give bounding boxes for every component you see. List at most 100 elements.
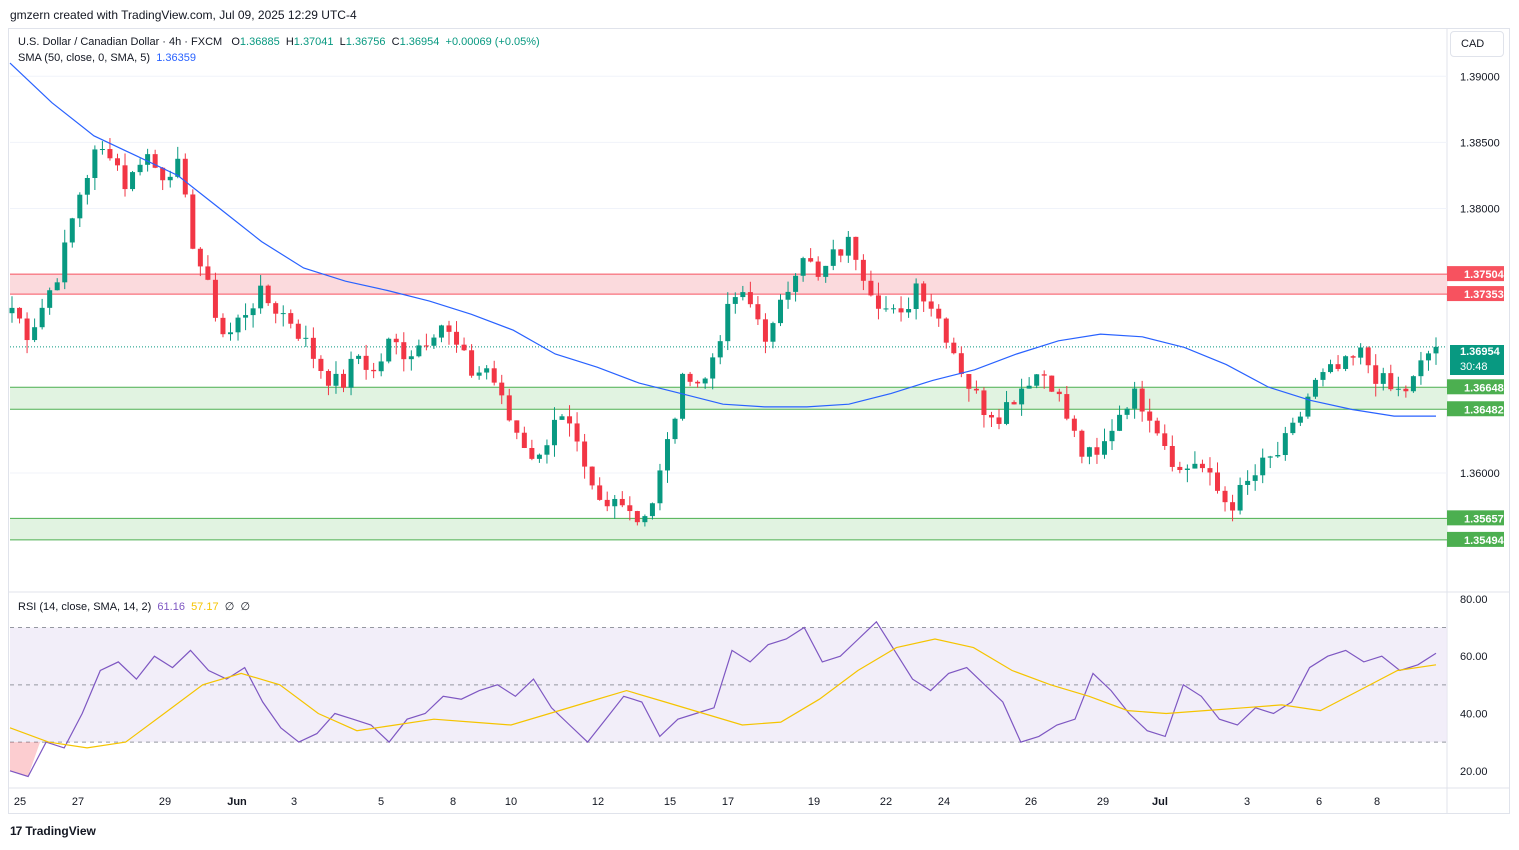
candle-body	[205, 266, 211, 280]
candle-body	[476, 372, 482, 376]
candle	[1373, 354, 1379, 397]
candle-body	[687, 373, 693, 382]
candle-body	[17, 307, 23, 319]
candle-body	[69, 218, 75, 243]
candle-body	[1275, 455, 1281, 457]
candle	[1086, 446, 1092, 465]
time-tick-label: 29	[1097, 796, 1109, 808]
candle-body	[868, 280, 874, 296]
sma-legend[interactable]: SMA (50, close, 0, SMA, 5) 1.36359	[18, 52, 196, 64]
candle	[122, 153, 128, 197]
time-tick-label: 6	[1316, 796, 1322, 808]
candle-body	[182, 158, 188, 195]
sma-value: 1.36359	[156, 52, 196, 64]
candle-body	[1252, 475, 1258, 481]
rsi-legend[interactable]: RSI (14, close, SMA, 14, 2) 61.16 57.17 …	[18, 600, 250, 613]
candle-body	[310, 337, 316, 359]
candle	[619, 491, 625, 508]
footer-brand[interactable]: 17 TradingView	[10, 824, 96, 838]
candle-body	[1418, 360, 1424, 377]
candle	[514, 420, 520, 440]
time-tick-label: 19	[808, 796, 820, 808]
candle-body	[988, 415, 994, 418]
candle	[1049, 375, 1055, 393]
candle-body	[438, 325, 444, 338]
candle-body	[778, 299, 784, 324]
candle	[401, 332, 407, 372]
candle-body	[981, 390, 987, 416]
candle-body	[1019, 388, 1025, 405]
candle	[99, 141, 105, 155]
rsi-sma-value: 57.17	[191, 601, 219, 613]
candle-body	[649, 503, 655, 517]
sma-label: SMA (50, close, 0, SMA, 5)	[18, 52, 151, 64]
candle	[212, 272, 218, 322]
candle	[341, 369, 347, 393]
rsi-extra-2: ∅	[240, 601, 251, 613]
rsi-band	[10, 627, 1447, 743]
last-price-value: 1.36954	[1460, 346, 1500, 358]
candle	[574, 412, 580, 452]
candle	[273, 301, 279, 324]
candle	[356, 354, 362, 365]
candle	[1433, 337, 1439, 365]
candle	[160, 166, 166, 191]
candle-body	[1184, 468, 1190, 470]
candle-body	[212, 279, 218, 318]
candle-body	[1335, 364, 1341, 369]
candle-body	[401, 342, 407, 360]
candle	[1290, 417, 1296, 436]
rsi-extra-1: ∅	[224, 601, 235, 613]
candle	[167, 170, 173, 188]
candle	[996, 409, 1002, 430]
candle-body	[1290, 422, 1296, 434]
candle	[627, 496, 633, 521]
candle	[423, 333, 429, 351]
time-tick-label: 22	[880, 796, 892, 808]
close-label: C	[391, 36, 400, 48]
candle-body	[469, 350, 475, 376]
candle-body	[1305, 396, 1311, 417]
candle	[476, 366, 482, 380]
candle	[491, 360, 497, 386]
time-tick-label: 8	[1374, 796, 1380, 808]
candle-body	[190, 194, 196, 249]
candle-body	[1041, 374, 1047, 376]
candle	[770, 321, 776, 349]
candle	[913, 278, 919, 320]
candle	[333, 361, 339, 394]
candle	[325, 369, 331, 396]
close-value: 1.36954	[399, 36, 440, 48]
candle-body	[491, 368, 497, 383]
low-label: L	[339, 36, 346, 48]
candle	[220, 313, 226, 338]
candle	[258, 275, 264, 314]
symbol-name[interactable]: U.S. Dollar / Canadian Dollar · 4h · FXC…	[18, 36, 223, 48]
candle	[559, 414, 565, 420]
candle-body	[853, 236, 859, 260]
zone-price-tag	[1447, 401, 1504, 417]
candle-body	[122, 165, 128, 190]
candle-body	[107, 149, 113, 159]
candle	[732, 292, 738, 314]
candle	[1056, 388, 1062, 402]
candle	[634, 510, 640, 526]
candle	[529, 439, 535, 461]
candle	[137, 158, 143, 176]
candle-body	[356, 355, 362, 359]
candle-body	[454, 331, 460, 345]
candle	[77, 192, 83, 228]
time-tick-label: 24	[938, 796, 950, 808]
candle	[536, 453, 542, 463]
zone-price-label: 1.37353	[1464, 289, 1504, 301]
chart-frame[interactable]	[8, 28, 1510, 814]
candle-body	[1267, 456, 1273, 458]
candle-body	[680, 373, 686, 419]
currency-button[interactable]: CAD	[1450, 31, 1504, 57]
candle	[114, 153, 120, 171]
open-value: 1.36885	[239, 36, 280, 48]
candle	[499, 374, 505, 405]
candle-body	[145, 154, 151, 165]
zone-price-label: 1.36482	[1464, 404, 1504, 416]
